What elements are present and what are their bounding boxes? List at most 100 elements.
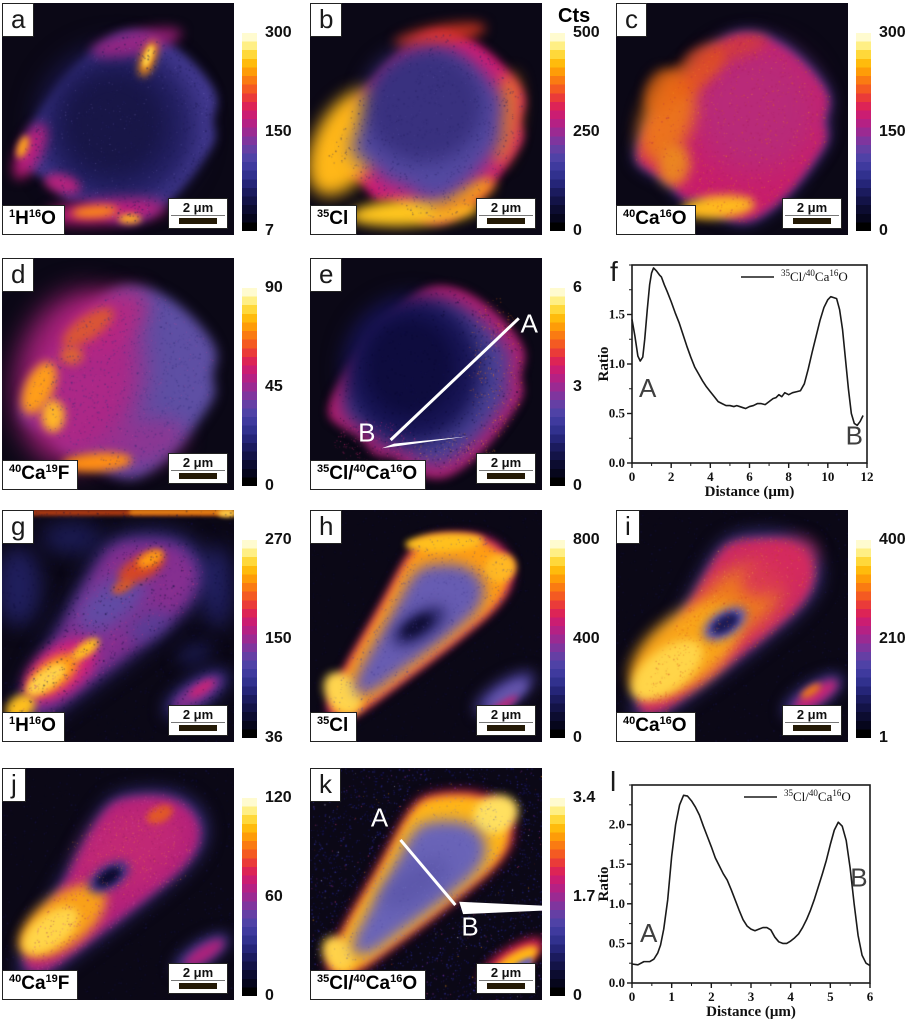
panel-k: k 35Cl/40Ca16O 2 μm A B 3.4 1.7 0 [310, 768, 610, 1008]
svg-text:1.0: 1.0 [609, 896, 625, 911]
scale-bar-line [179, 983, 217, 989]
panel-letter: k [310, 768, 341, 802]
colorbar [856, 33, 871, 231]
svg-text:0.0: 0.0 [609, 455, 625, 470]
panel-h: h 35Cl 2 μm 800 400 0 [310, 510, 610, 750]
profile-endpoint-a: A [370, 802, 389, 833]
colorbar-tick-max: 500 [573, 24, 600, 41]
svg-text:0.5: 0.5 [609, 406, 626, 421]
scale-bar-line [179, 725, 217, 731]
svg-text:6: 6 [746, 469, 753, 484]
scale-bar: 2 μm [476, 705, 536, 736]
svg-text:4: 4 [707, 469, 714, 484]
colorbar-tick-mid: 45 [265, 378, 283, 395]
scale-bar-text: 2 μm [171, 200, 225, 216]
colorbar-column: 120 60 0 [242, 768, 302, 1008]
scale-bar-line [487, 218, 525, 224]
svg-text:12: 12 [861, 469, 874, 484]
colorbar [242, 288, 257, 486]
species-label: 40Ca16O [616, 712, 696, 742]
scale-bar: 2 μm [476, 198, 536, 229]
map-canvas-j [2, 768, 234, 1000]
species-label: 35Cl [310, 205, 358, 235]
panel-letter: b [310, 3, 343, 37]
panel-letter: e [310, 258, 343, 292]
svg-text:A: A [639, 373, 657, 403]
scale-bar: 2 μm [476, 963, 536, 994]
colorbar-tick-min: 7 [265, 222, 274, 239]
colorbar-tick-mid: 150 [265, 123, 292, 140]
colorbar-tick-mid: 150 [879, 123, 906, 140]
panel-letter: g [2, 510, 35, 544]
colorbar-column: 270 150 36 [242, 510, 302, 750]
line-profile-chart-f: 0 2 4 6 8 10 12 0.0 0.5 1.0 1.5 35​Cl/40​Ca16​O A B Di… [598, 264, 874, 500]
svg-text:5: 5 [827, 989, 834, 1004]
svg-text:4: 4 [787, 989, 794, 1004]
species-label: 35Cl/40Ca16O [310, 970, 427, 1000]
panel-letter: i [616, 510, 640, 544]
ion-map-d: d 40Ca19F 2 μm [2, 258, 234, 490]
colorbar-tick-min: 0 [879, 222, 888, 239]
colorbar-tick-mid: 400 [573, 630, 600, 647]
svg-text:8: 8 [785, 469, 792, 484]
ion-map-c: c 40Ca16O 2 μm [616, 3, 848, 235]
svg-text:0.5: 0.5 [609, 935, 626, 950]
svg-text:1: 1 [668, 989, 675, 1004]
colorbar-tick-mid: 210 [879, 630, 906, 647]
colorbar-tick-max: 6 [573, 279, 582, 296]
map-canvas-g [2, 510, 234, 742]
colorbar [550, 33, 565, 231]
species-label: 1H16O [2, 205, 65, 235]
scale-bar-line [793, 218, 831, 224]
panel-letter: j [2, 768, 26, 802]
panel-letter: h [310, 510, 343, 544]
colorbar [550, 540, 565, 738]
svg-text:1.5: 1.5 [609, 856, 626, 871]
colorbar-column: 800 400 0 [550, 510, 610, 750]
map-canvas-d [2, 258, 234, 490]
colorbar-tick-min: 0 [573, 987, 582, 1004]
colorbar-column: Cts 500 250 0 [550, 3, 610, 243]
colorbar-column: 300 150 0 [856, 3, 916, 243]
profile-endpoint-b: B [461, 911, 479, 942]
scale-bar-line [793, 725, 831, 731]
colorbar-tick-max: 270 [265, 531, 292, 548]
scale-bar-text: 2 μm [171, 455, 225, 471]
species-label: 35Cl/40Ca16O [310, 460, 427, 490]
panel-i: i 40Ca16O 2 μm 400 210 1 [616, 510, 916, 750]
colorbar-column: 400 210 1 [856, 510, 916, 750]
panel-g: g 1H16O 2 μm 270 150 36 [2, 510, 302, 750]
panel-letter: l [610, 766, 617, 797]
svg-text:3: 3 [748, 989, 755, 1004]
panel-letter: c [616, 3, 647, 37]
panel-letter: d [2, 258, 35, 292]
svg-text:B: B [850, 862, 867, 892]
scale-bar-text: 2 μm [785, 200, 839, 216]
panel-letter: f [610, 256, 618, 287]
svg-text:Distance (μm): Distance (μm) [706, 1004, 796, 1020]
colorbar-tick-max: 300 [879, 24, 906, 41]
line-profile-chart-l: 0 1 2 3 4 5 6 0.0 0.5 1.0 1.5 2.0 35​Cl/40​Ca16​O A B D… [598, 784, 874, 1020]
map-canvas-b [310, 3, 542, 235]
ion-map-b: b 35Cl 2 μm [310, 3, 542, 235]
svg-text:35​Cl/40​Ca16​O: 35​Cl/40​Ca16​O [784, 788, 851, 804]
map-canvas-c [616, 3, 848, 235]
panel-b: b 35Cl 2 μm Cts 500 250 0 [310, 3, 610, 243]
panel-c: c 40Ca16O 2 μm 300 150 0 [616, 3, 916, 243]
colorbar-column: 90 45 0 [242, 258, 302, 498]
colorbar-tick-min: 36 [265, 729, 283, 746]
colorbar [856, 540, 871, 738]
map-canvas-a [2, 3, 234, 235]
ion-map-e: e 35Cl/40Ca16O 2 μm A B [310, 258, 542, 490]
svg-text:Ratio: Ratio [598, 347, 612, 382]
svg-text:10: 10 [821, 469, 834, 484]
scale-bar: 2 μm [782, 198, 842, 229]
scale-bar-line [179, 218, 217, 224]
profile-endpoint-a: A [520, 308, 538, 339]
colorbar-tick-min: 0 [573, 729, 582, 746]
svg-text:0: 0 [629, 469, 636, 484]
panel-d: d 40Ca19F 2 μm 90 45 0 [2, 258, 302, 498]
species-label: 40Ca19F [2, 460, 79, 490]
scale-bar-line [487, 983, 525, 989]
colorbar-tick-min: 0 [573, 222, 582, 239]
